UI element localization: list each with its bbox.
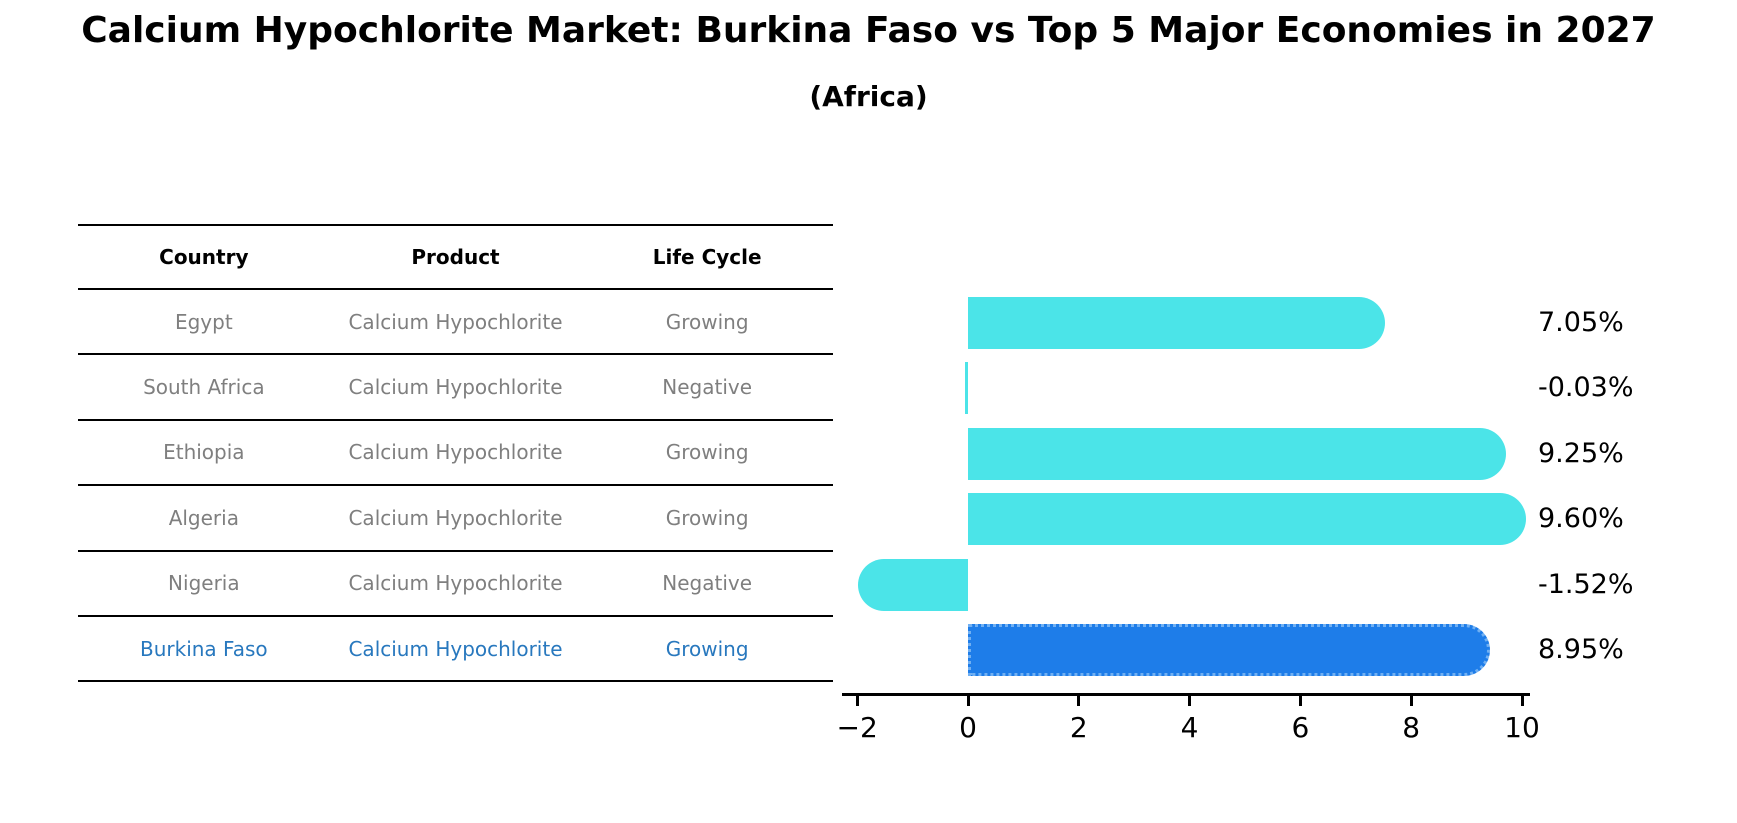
value-label-south-africa: -0.03%	[1538, 372, 1634, 404]
x-tick	[1298, 694, 1302, 706]
table-row-nigeria: Nigeria Calcium Hypochlorite Negative	[78, 552, 833, 617]
cell-product: Calcium Hypochlorite	[348, 440, 563, 465]
x-tick-label: 2	[1069, 711, 1088, 744]
cell-product: Calcium Hypochlorite	[348, 505, 563, 530]
value-label-egypt: 7.05%	[1538, 307, 1624, 338]
table-row-south-africa: South Africa Calcium Hypochlorite Negati…	[78, 355, 833, 421]
x-tick	[1520, 694, 1524, 706]
column-header-product: Product	[411, 245, 500, 269]
cell-life-cycle: Growing	[665, 309, 749, 334]
value-label-burkina-faso: 8.95%	[1538, 634, 1624, 665]
cell-product: Calcium Hypochlorite	[348, 309, 563, 334]
x-tick-label: 6	[1291, 711, 1310, 744]
cell-life-cycle: Growing	[665, 440, 749, 465]
bar-nigeria	[857, 558, 968, 611]
bar-egypt	[968, 297, 1385, 349]
bar-ethiopia	[968, 427, 1507, 480]
country-table: Country Product Life Cycle Egypt Calcium…	[78, 224, 833, 683]
table-header-row: Country Product Life Cycle	[78, 224, 833, 290]
cell-life-cycle: Growing	[665, 636, 749, 661]
x-tick-label: −2	[836, 711, 878, 744]
x-tick-label: 4	[1180, 711, 1199, 744]
cell-country: Algeria	[168, 505, 239, 530]
bar-south-africa	[965, 362, 968, 415]
value-label-ethiopia: 9.25%	[1538, 437, 1624, 469]
x-tick-label: 0	[959, 711, 977, 744]
page-subtitle: (Africa)	[809, 80, 928, 113]
value-label-algeria: 9.60%	[1538, 503, 1624, 535]
x-tick	[855, 694, 859, 706]
cell-life-cycle: Growing	[665, 505, 749, 530]
cell-country: South Africa	[143, 375, 265, 400]
value-label-nigeria: -1.52%	[1538, 568, 1634, 600]
table-row-algeria: Algeria Calcium Hypochlorite Growing	[78, 486, 833, 552]
column-header-country: Country	[159, 245, 249, 269]
table-row-burkina-faso: Burkina Faso Calcium Hypochlorite Growin…	[78, 617, 833, 683]
x-tick-label: 10	[1504, 711, 1540, 744]
cell-life-cycle: Negative	[662, 571, 753, 596]
bar-burkina-faso	[968, 624, 1490, 676]
cell-country: Nigeria	[168, 571, 240, 596]
x-tick	[966, 694, 970, 706]
cell-country: Egypt	[174, 309, 233, 334]
table-row-ethiopia: Ethiopia Calcium Hypochlorite Growing	[78, 421, 833, 487]
cell-product: Calcium Hypochlorite	[348, 375, 563, 400]
x-tick-label: 8	[1402, 711, 1421, 744]
bar-algeria	[968, 493, 1526, 546]
x-tick	[1409, 694, 1413, 706]
cell-product: Calcium Hypochlorite	[348, 571, 563, 596]
x-tick	[1188, 694, 1192, 706]
x-axis-spine	[842, 693, 1530, 696]
column-header-life-cycle: Life Cycle	[652, 245, 762, 269]
cell-country: Burkina Faso	[140, 636, 268, 661]
cell-product: Calcium Hypochlorite	[348, 636, 563, 661]
page-title: Calcium Hypochlorite Market: Burkina Fas…	[81, 10, 1656, 51]
table-row-egypt: Egypt Calcium Hypochlorite Growing	[78, 290, 833, 356]
x-tick	[1077, 694, 1081, 706]
cell-country: Ethiopia	[163, 440, 245, 465]
cell-life-cycle: Negative	[662, 375, 753, 400]
